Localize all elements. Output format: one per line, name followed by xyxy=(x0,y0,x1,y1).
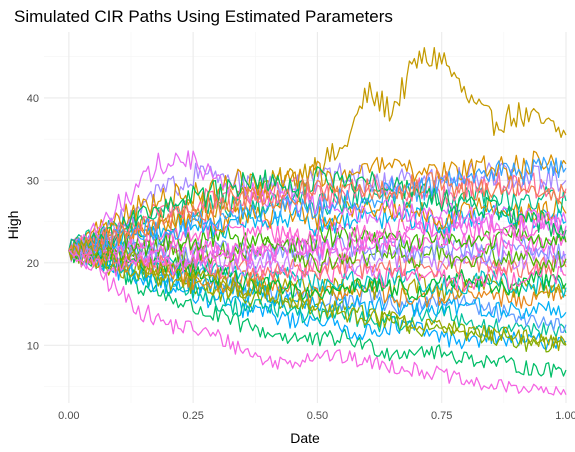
y-tick-label: 30 xyxy=(27,175,39,187)
simulated-path-line xyxy=(68,242,567,351)
simulated-path-line xyxy=(68,166,567,254)
x-axis-title: Date xyxy=(290,430,320,446)
simulated-path-line xyxy=(68,246,567,302)
path-lines xyxy=(68,46,567,396)
x-tick-label: 0.50 xyxy=(307,410,328,422)
y-tick-label: 40 xyxy=(27,93,39,105)
x-tick-label: 0.25 xyxy=(182,410,203,422)
simulated-path-line xyxy=(68,239,567,352)
chart-title: Simulated CIR Paths Using Estimated Para… xyxy=(14,7,393,26)
simulated-path-line xyxy=(68,150,567,253)
simulated-path-line xyxy=(68,168,567,259)
x-axis-ticks: 0.00 0.25 0.50 0.75 1.00 xyxy=(58,410,575,422)
y-tick-label: 20 xyxy=(27,258,39,270)
x-tick-label: 1.00 xyxy=(555,410,575,422)
x-tick-label: 0.00 xyxy=(58,410,79,422)
simulated-path-line xyxy=(68,245,567,396)
simulated-path-line xyxy=(68,211,567,259)
simulated-path-line xyxy=(68,211,567,277)
x-tick-label: 0.75 xyxy=(431,410,452,422)
y-axis-ticks: 10 20 30 40 xyxy=(27,93,39,352)
simulated-path-line xyxy=(68,229,567,265)
simulated-path-line xyxy=(68,156,567,258)
y-axis-title: High xyxy=(5,211,21,240)
y-tick-label: 10 xyxy=(27,340,39,352)
simulated-path-line xyxy=(68,162,567,260)
simulated-path-line xyxy=(68,195,567,256)
simulated-path-line xyxy=(68,244,567,282)
simulated-path-line xyxy=(68,150,567,257)
simulated-path-line xyxy=(68,249,567,378)
